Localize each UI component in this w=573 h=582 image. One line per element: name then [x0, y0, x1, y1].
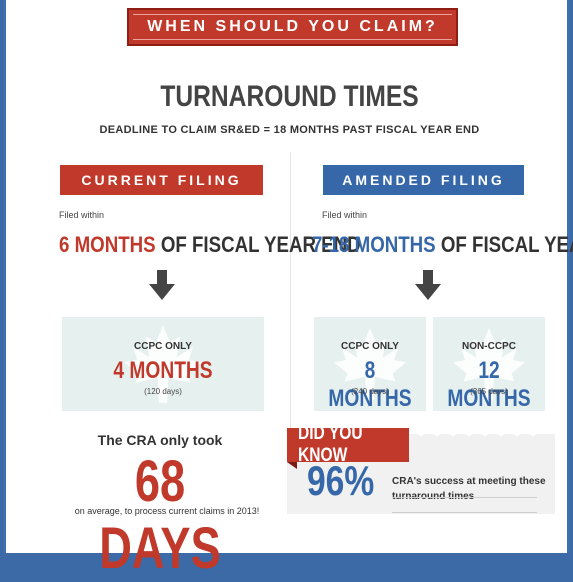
- current-filing-label: CURRENT FILING: [81, 172, 242, 188]
- perforation-dot: [434, 430, 440, 436]
- banner-border: [133, 14, 452, 40]
- perforation-dot: [450, 430, 456, 436]
- current-box-value: 4 MONTHS: [113, 357, 213, 384]
- perforation-dot: [482, 430, 488, 436]
- amended-filed-within: Filed within: [322, 210, 368, 220]
- amended-non-ccpc-value: 12 MONTHS: [447, 357, 531, 411]
- perforation-dot: [530, 430, 536, 436]
- current-headline-highlight: 6 MONTHS: [59, 232, 156, 257]
- amended-headline-rest: OF FISCAL YEAR END: [440, 232, 573, 257]
- perforation-dot: [418, 430, 424, 436]
- maple-leaf-icon: [453, 328, 525, 400]
- amended-non-ccpc-box: NON-CCPC 12 MONTHS (365 days): [433, 317, 545, 411]
- amended-filing-label: AMENDED FILING: [342, 172, 505, 188]
- did-you-know-tag: DID YOU KNOW: [287, 423, 409, 466]
- current-ccpc-box: CCPC ONLY 4 MONTHS (120 days): [62, 317, 264, 411]
- underline: [392, 497, 537, 498]
- amended-ccpc-box: CCPC ONLY 8 MONTHS (240 days): [314, 317, 426, 411]
- amended-filing-tag: AMENDED FILING: [323, 165, 524, 195]
- current-headline-rest: OF FISCAL YEAR END: [155, 232, 361, 257]
- perforation-dot: [514, 430, 520, 436]
- maple-leaf-icon: [124, 325, 202, 403]
- success-percent: 96%: [307, 457, 375, 504]
- banner-title: WHEN SHOULD YOU CLAIM?: [147, 18, 438, 35]
- amended-ccpc-label: CCPC ONLY: [341, 341, 399, 352]
- amended-non-ccpc-label: NON-CCPC: [462, 341, 516, 352]
- amended-headline: 7-18 MONTHS OF FISCAL YEAR END: [312, 232, 573, 258]
- perforation-dot: [466, 430, 472, 436]
- amended-non-ccpc-days: (365 days): [470, 387, 508, 396]
- down-arrow-icon: [149, 270, 175, 300]
- amended-ccpc-days: (240 days): [351, 387, 389, 396]
- maple-leaf-icon: [334, 328, 406, 400]
- perforation-dot: [498, 430, 504, 436]
- current-box-days: (120 days): [144, 387, 182, 396]
- amended-headline-highlight: 7-18 MONTHS: [312, 232, 436, 257]
- infographic-frame: WHEN SHOULD YOU CLAIM? TURNAROUND TIMES …: [3, 0, 573, 581]
- page-title: TURNAROUND TIMES: [160, 80, 419, 113]
- header-banner: WHEN SHOULD YOU CLAIM?: [127, 8, 458, 46]
- deadline-subtitle: DEADLINE TO CLAIM SR&ED = 18 MONTHS PAST…: [99, 124, 480, 136]
- cra-intro: The CRA only took: [97, 432, 223, 448]
- current-filed-within: Filed within: [59, 210, 105, 220]
- amended-ccpc-value: 8 MONTHS: [328, 357, 412, 411]
- success-description: CRA's success at meeting these turnaroun…: [392, 476, 546, 502]
- current-box-label: CCPC ONLY: [134, 341, 192, 352]
- underline: [392, 512, 537, 513]
- current-headline: 6 MONTHS OF FISCAL YEAR END: [59, 232, 361, 258]
- current-filing-tag: CURRENT FILING: [60, 165, 263, 195]
- tag-fold: [287, 462, 297, 469]
- cra-note: on average, to process current claims in…: [74, 506, 260, 516]
- column-divider: [290, 152, 291, 437]
- down-arrow-icon: [415, 270, 441, 300]
- did-you-know-label: DID YOU KNOW: [297, 423, 363, 466]
